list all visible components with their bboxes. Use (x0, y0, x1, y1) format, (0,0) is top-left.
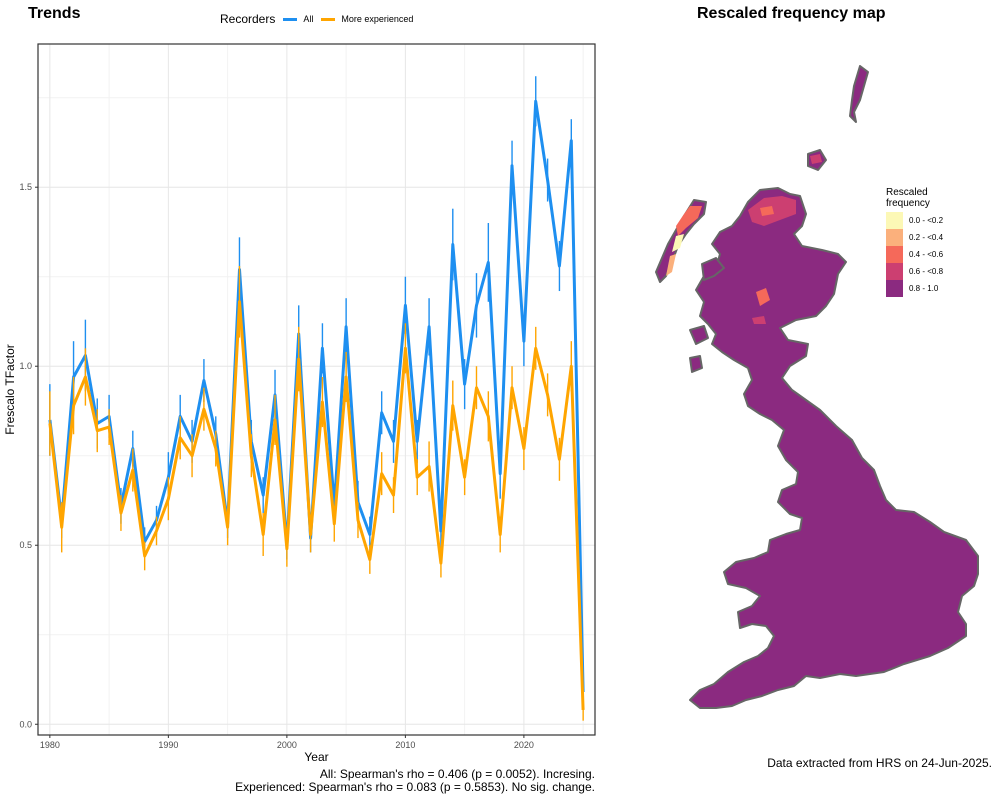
map-legend-row: 0.2 - <0.4 (886, 229, 943, 246)
series-line-all (48, 99, 585, 693)
map-legend-swatch (886, 229, 903, 246)
map-legend-label: 0.2 - <0.4 (909, 233, 944, 242)
chart-title: Trends (28, 5, 81, 22)
shetland (849, 65, 869, 123)
x-tick-label: 2000 (277, 740, 297, 750)
legend-key-experienced (321, 17, 336, 21)
legend-label-experienced: More experienced (341, 14, 414, 24)
skye (701, 257, 725, 281)
patch-hebrides-mid (666, 254, 676, 276)
y-tick-label: 1.0 (19, 361, 32, 371)
map-legend-row: 0.4 - <0.6 (886, 246, 943, 263)
map-legend-swatch (886, 280, 903, 297)
map-legend-row: 0.6 - <0.8 (886, 263, 943, 280)
stats-experienced: Experienced: Spearman's rho = 0.083 (p =… (235, 780, 595, 794)
y-tick-label: 0.0 (19, 719, 32, 729)
x-tick-label: 1980 (40, 740, 60, 750)
patch-highland-b (752, 316, 766, 324)
map-legend-title: Rescaled frequency (886, 187, 943, 209)
data-note: Data extracted from HRS on 24-Jun-2025. (767, 756, 992, 770)
legend-title: Recorders (220, 12, 276, 26)
patch-north-coast (760, 206, 774, 216)
spearman-stats: All: Spearman's rho = 0.406 (p = 0.0052)… (235, 768, 595, 794)
patch-orkney (810, 154, 822, 164)
map-legend-swatch (886, 212, 903, 229)
map-legend-label: 0.4 - <0.6 (909, 250, 944, 259)
plot-frame (37, 43, 596, 736)
series-line-experienced (48, 300, 585, 710)
map-legend-label: 0.0 - <0.2 (909, 216, 944, 225)
map-title: Rescaled frequency map (697, 5, 886, 22)
patch-hebrides-lowest (672, 234, 684, 252)
map-legend-row: 0.0 - <0.2 (886, 212, 943, 229)
map-legend-row: 0.8 - 1.0 (886, 280, 943, 297)
x-tick-label: 2010 (395, 740, 415, 750)
x-axis-label: Year (304, 750, 328, 764)
rescaled-patches (666, 154, 822, 324)
map-legend-swatch (886, 263, 903, 280)
stats-all: All: Spearman's rho = 0.406 (p = 0.0052)… (319, 767, 595, 781)
map-legend-title-line1: Rescaled (886, 187, 928, 198)
patch-highland-a (756, 288, 770, 306)
legend-key-all (283, 17, 298, 21)
map-legend-label: 0.8 - 1.0 (909, 284, 939, 293)
map-legend-label: 0.6 - <0.8 (909, 267, 944, 276)
legend-label-all: All (303, 14, 314, 24)
x-tick-label: 2020 (514, 740, 534, 750)
x-tick-label: 1990 (158, 740, 178, 750)
inner-hebrides (689, 325, 709, 373)
y-tick-label: 1.5 (19, 182, 32, 192)
y-axis-label: Frescalo TFactor (3, 344, 17, 434)
map-legend-title-line2: frequency (886, 198, 930, 209)
patch-hebrides-low (676, 206, 702, 236)
map-legend-swatch (886, 246, 903, 263)
y-tick-label: 0.5 (19, 540, 32, 550)
chart-legend: Recorders All More experienced (220, 12, 413, 26)
map-legend: Rescaled frequency 0.0 - <0.2 0.2 - <0.4 0… (886, 187, 943, 297)
